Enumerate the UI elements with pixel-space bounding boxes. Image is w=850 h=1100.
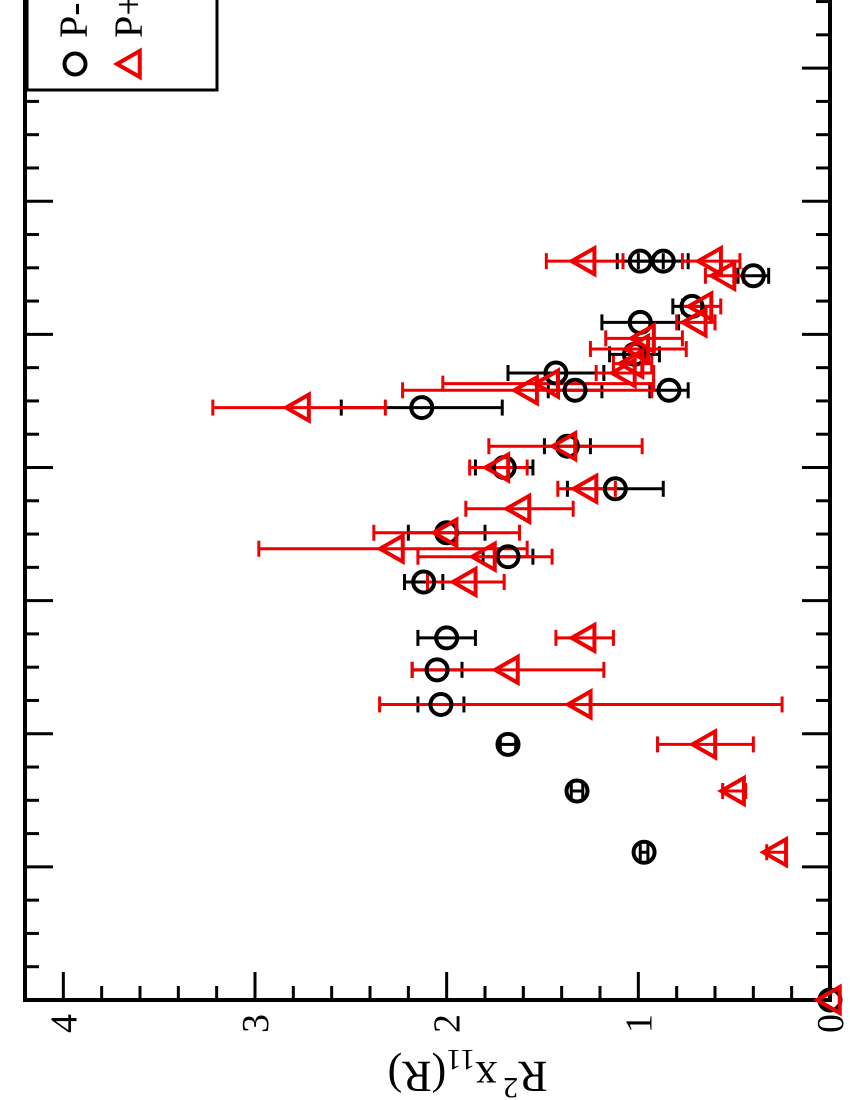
- x-tick-label: 0,7: [843, 44, 850, 92]
- data-point-circle: [562, 377, 588, 403]
- data-point-triangle: [615, 347, 645, 381]
- data-point-triangle: [548, 429, 578, 463]
- data-point-triangle: [678, 305, 708, 339]
- legend-marker-circle: [62, 51, 88, 77]
- y-label-subscript: 11: [446, 1043, 475, 1076]
- x-tick-label: 0,5: [843, 311, 850, 359]
- x-tick-label: 0,6: [843, 178, 850, 226]
- data-point-triangle: [282, 391, 311, 425]
- legend-marker-triangle: [112, 47, 142, 81]
- data-point-circle: [434, 625, 460, 651]
- data-point-triangle: [688, 727, 718, 761]
- y-label-symbol: x: [475, 1052, 497, 1100]
- x-tick-label: 0,2: [843, 710, 850, 758]
- axes: 00,10,20,30,40,50,60,70,801234: [23, 0, 850, 1033]
- data-point-triangle: [448, 565, 478, 599]
- legend-label: P- static: [51, 0, 96, 38]
- y-tick-label: 3: [235, 1014, 277, 1033]
- legend: P- static P+ static: [25, 0, 219, 92]
- data-point-triangle: [627, 321, 656, 355]
- data-point-circle: [543, 360, 569, 386]
- data-point-triangle: [531, 367, 560, 401]
- data-point-triangle: [707, 259, 737, 293]
- data-point-triangle: [694, 244, 723, 278]
- data-point-circle: [650, 248, 676, 274]
- data-point-circle: [564, 778, 590, 804]
- data-point-circle: [631, 839, 657, 865]
- x-tick-label: 0,1: [843, 843, 850, 891]
- x-tick-label: 0,4: [843, 444, 850, 492]
- y-tick-label: 1: [618, 1014, 660, 1033]
- data-point-circle: [409, 395, 435, 421]
- axis-labels: R in fmR2x11(R): [388, 1043, 548, 1100]
- data-point-triangle: [567, 244, 597, 278]
- data-point-triangle: [375, 532, 405, 566]
- y-tick-label: 2: [427, 1014, 469, 1033]
- data-point-triangle: [717, 774, 746, 808]
- data-point-triangle: [481, 451, 511, 484]
- data-marks: [282, 244, 843, 1017]
- data-point-circle: [495, 731, 521, 757]
- data-point-circle: [424, 657, 450, 683]
- data-point-triangle: [569, 472, 599, 506]
- y-tick-label: 4: [43, 1014, 85, 1033]
- y-tick-label: 0: [810, 1014, 850, 1033]
- data-point-triangle: [429, 516, 459, 550]
- data-point-triangle: [510, 373, 539, 407]
- data-point-circle: [428, 691, 454, 717]
- legend-label: P+ static: [106, 0, 151, 38]
- data-point-triangle: [467, 540, 497, 574]
- data-point-triangle: [812, 983, 842, 1017]
- y-axis-label: R2x11(R): [388, 1043, 548, 1100]
- x-tick-label: 0,3: [843, 577, 850, 625]
- x-tick-label: 0: [843, 991, 850, 1010]
- data-point-triangle: [759, 835, 789, 869]
- data-point-triangle: [684, 289, 714, 323]
- data-point-circle: [411, 569, 437, 595]
- y-label-superscript: 2: [503, 1071, 518, 1100]
- data-point-circle: [602, 476, 628, 502]
- y-label-base: R: [517, 1052, 547, 1100]
- data-point-triangle: [563, 688, 593, 721]
- y-label-argument: (R): [388, 1052, 447, 1100]
- plot-frame: [23, 0, 832, 1002]
- data-point-triangle: [502, 492, 532, 526]
- legend-box: [25, 0, 219, 92]
- rotated-chart-group: 00,10,20,30,40,50,60,70,801234 P- static…: [23, 0, 850, 1100]
- data-point-triangle: [567, 621, 597, 655]
- data-point-triangle: [490, 653, 520, 687]
- data-point-circle: [656, 377, 682, 403]
- data-point-circle: [495, 544, 521, 570]
- data-point-circle: [740, 263, 766, 289]
